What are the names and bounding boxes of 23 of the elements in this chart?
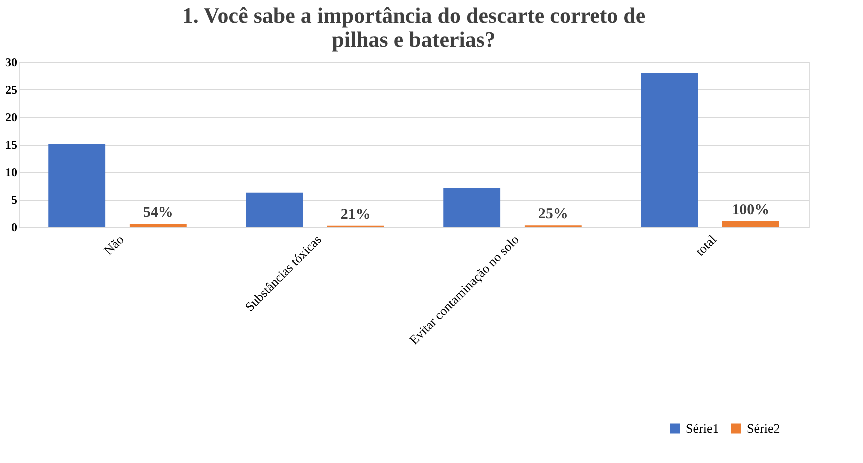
- data-label: 54%: [143, 205, 174, 222]
- bar: [130, 224, 187, 227]
- bar: [722, 222, 780, 227]
- data-label: 100%: [732, 202, 770, 218]
- bar: [444, 188, 501, 227]
- legend-label: Série1: [686, 420, 720, 436]
- text: pilhas e baterias?: [332, 27, 496, 52]
- bar: [246, 192, 304, 227]
- y-tick-label: 20: [6, 110, 18, 124]
- x-tick-label: total: [692, 232, 720, 260]
- data-label: 25%: [538, 206, 568, 223]
- y-tick-label: 5: [12, 193, 18, 207]
- y-tick-label: 10: [6, 166, 18, 180]
- legend-label: Série2: [747, 420, 780, 436]
- text: 1. Você sabe a importância do descarte correto de: [182, 3, 646, 28]
- y-tick-label: 30: [6, 56, 18, 70]
- y-tick-label: 15: [6, 138, 18, 152]
- bar: [641, 73, 698, 227]
- data-label: 21%: [340, 206, 371, 223]
- x-tick-label: Não: [101, 232, 127, 258]
- y-tick-label: 0: [12, 220, 18, 234]
- bar: [48, 144, 106, 227]
- y-tick-label: 25: [6, 83, 18, 97]
